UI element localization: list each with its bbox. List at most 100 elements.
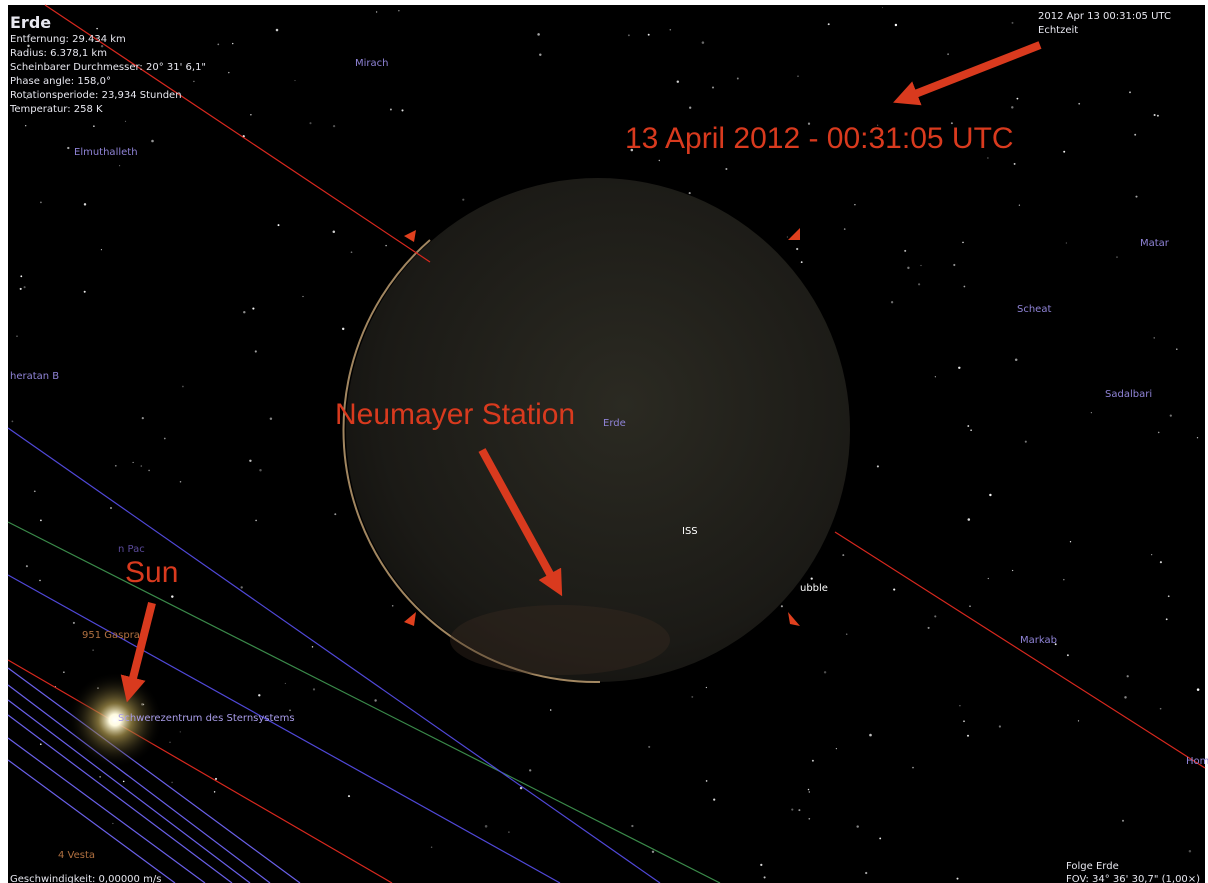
star: [842, 554, 844, 556]
star-label: Mirach: [355, 58, 388, 69]
star: [787, 236, 788, 237]
star: [953, 264, 955, 266]
star: [24, 286, 26, 288]
star-label: heratan B: [10, 371, 59, 382]
star: [904, 250, 906, 252]
star: [706, 687, 707, 688]
star: [333, 125, 335, 127]
star: [737, 78, 739, 80]
star: [725, 168, 727, 170]
star: [1070, 541, 1071, 542]
star: [808, 818, 810, 820]
asteroid-label: 951 Gaspra: [82, 630, 140, 641]
star: [895, 24, 897, 26]
star: [689, 107, 691, 109]
star: [123, 781, 125, 783]
star: [401, 109, 403, 111]
star: [243, 311, 245, 313]
star: [1176, 348, 1177, 349]
star: [1063, 151, 1065, 153]
star: [963, 720, 965, 722]
star: [40, 519, 42, 521]
star: [285, 683, 286, 684]
star-label: Sadalbari: [1105, 389, 1152, 400]
star: [342, 328, 344, 330]
follow: Folge Erde: [1066, 861, 1119, 872]
star: [385, 245, 386, 246]
antarctica: [450, 605, 670, 675]
stellarium-view: Erde Entfernung: 29.434 km Radius: 6.378…: [0, 0, 1208, 883]
star: [1011, 106, 1013, 108]
star: [73, 622, 75, 624]
star: [348, 795, 350, 797]
star: [1078, 103, 1080, 105]
star: [140, 465, 142, 467]
asteroid-label: 4 Vesta: [58, 850, 95, 861]
star: [431, 847, 432, 848]
star: [796, 248, 798, 250]
star: [781, 605, 783, 607]
star: [907, 267, 909, 269]
star: [133, 462, 134, 463]
star: [16, 335, 18, 337]
star: [255, 350, 257, 352]
info-line: Radius: 6.378,1 km: [10, 48, 107, 59]
star: [959, 705, 960, 706]
star: [550, 709, 552, 711]
star: [1078, 720, 1079, 721]
star: [1091, 412, 1092, 413]
star: [169, 742, 170, 743]
star: [760, 864, 762, 866]
star: [1135, 196, 1137, 198]
star: [27, 45, 29, 47]
star: [969, 605, 970, 606]
star: [171, 782, 173, 784]
star: [957, 878, 959, 880]
star: [958, 367, 960, 369]
star: [811, 578, 813, 580]
star-label: Scheat: [1017, 304, 1051, 315]
object-title: Erde: [10, 13, 51, 32]
star: [812, 760, 814, 762]
star: [20, 275, 22, 277]
time-mode: Echtzeit: [1038, 25, 1078, 36]
star: [967, 735, 969, 737]
star-label: Matar: [1140, 238, 1170, 249]
star: [39, 580, 40, 581]
star: [40, 202, 42, 204]
annotation: Neumayer Station: [335, 398, 575, 431]
star: [392, 605, 394, 607]
star: [1017, 98, 1019, 100]
star: [255, 520, 257, 522]
star: [1019, 205, 1020, 206]
star: [877, 465, 879, 467]
star: [214, 791, 215, 792]
star: [252, 308, 254, 310]
star: [215, 778, 217, 780]
star: [1168, 595, 1170, 597]
annotation: Sun: [125, 556, 178, 589]
star: [84, 291, 86, 293]
star: [142, 417, 144, 419]
star: [1197, 688, 1200, 691]
star: [25, 125, 26, 126]
star: [1158, 432, 1160, 434]
star-label: Markab: [1020, 635, 1057, 646]
star: [112, 823, 113, 824]
star: [962, 242, 964, 244]
star: [967, 425, 969, 427]
star: [648, 746, 650, 748]
star: [918, 283, 920, 285]
star: [182, 386, 184, 388]
star: [846, 633, 847, 634]
star: [989, 494, 991, 496]
star: [309, 122, 311, 124]
star: [809, 791, 810, 792]
star: [278, 224, 280, 226]
star: [148, 470, 150, 472]
star: [67, 147, 69, 149]
star: [836, 748, 837, 749]
star: [462, 199, 464, 201]
star: [249, 460, 251, 462]
star: [398, 10, 399, 11]
